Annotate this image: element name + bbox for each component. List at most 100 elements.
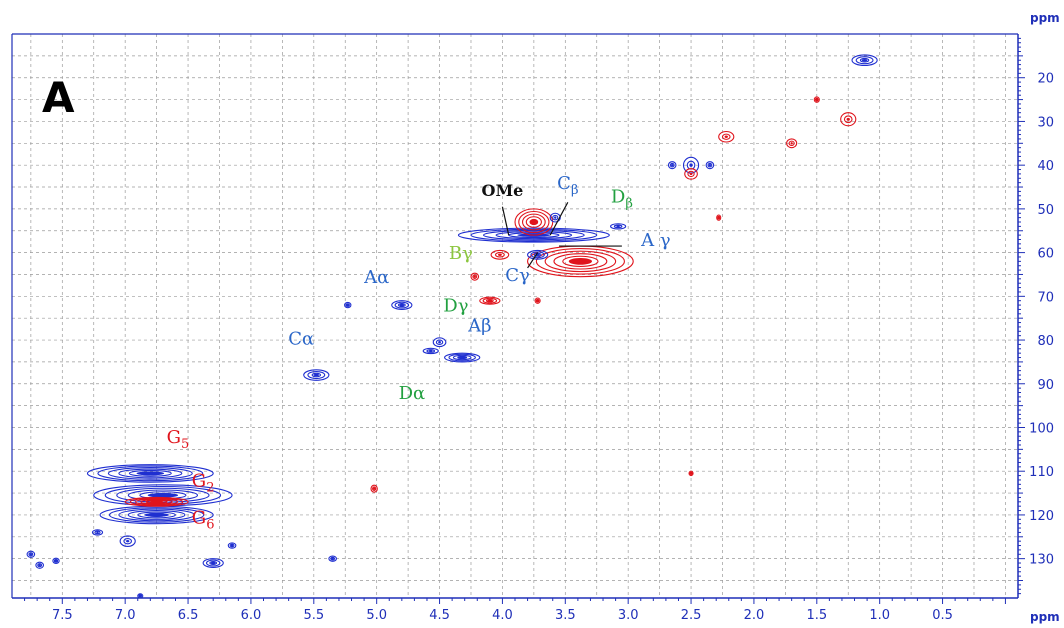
grid-lines (12, 34, 1018, 598)
peak-core (38, 564, 41, 567)
peak-negative (344, 301, 352, 309)
peak-positive (718, 130, 735, 143)
peak-core (529, 219, 539, 225)
peak-contour (518, 210, 550, 234)
peak-contour (432, 337, 447, 348)
peak-contour (426, 349, 436, 353)
peak-contour (786, 138, 798, 149)
peak-negative (432, 337, 447, 348)
peak-core (210, 561, 216, 565)
peak-core (54, 559, 58, 563)
peak-core (96, 531, 99, 534)
peak-core (724, 135, 728, 138)
peak-negative (391, 300, 413, 310)
peak-contour (562, 255, 599, 267)
x-axis-unit: ppm (1030, 610, 1060, 624)
peak-negative (303, 369, 330, 381)
peak-positive (684, 168, 698, 180)
peak-contour (688, 470, 694, 477)
peak-contour (370, 484, 378, 493)
peak-negative (119, 535, 136, 547)
peak-negative (527, 249, 549, 260)
x-tick-label: 7.0 (115, 608, 136, 623)
peak-core (438, 341, 441, 344)
annotation-label: Dγ (443, 296, 468, 317)
peak-contour (52, 557, 60, 565)
peak-contour (53, 558, 59, 563)
peak-contour (669, 162, 675, 168)
peak-contour (490, 249, 510, 260)
x-tick-label: 4.5 (429, 608, 450, 623)
peak-contour (553, 253, 608, 270)
x-tick-label: 1.5 (806, 608, 827, 623)
peak-contour (840, 112, 857, 127)
annotation-label: G6 (192, 508, 215, 533)
peak-negative (26, 550, 36, 558)
peak-core (139, 594, 142, 598)
peak-positive (688, 470, 694, 477)
peak-negative (227, 542, 237, 549)
peak-contour (472, 274, 478, 279)
peak-contour (91, 529, 104, 536)
peak-positive (716, 214, 722, 221)
annotation-label: Aα (363, 267, 389, 288)
peak-contour (345, 303, 350, 307)
peak-contour (118, 508, 195, 522)
annotation-leader-line (527, 252, 539, 269)
peak-core (708, 163, 712, 167)
peak-core (846, 117, 850, 121)
peak-contour (137, 511, 177, 519)
peak-contour (444, 352, 481, 363)
peak-contour (118, 468, 183, 479)
x-tick-label: 1.0 (869, 608, 890, 623)
peak-contour (94, 530, 101, 535)
peak-contour (35, 561, 44, 569)
peak-core (144, 513, 170, 517)
peak-negative (202, 558, 224, 568)
peak-positive (813, 96, 820, 103)
peak-contour (667, 161, 677, 170)
peak-contour (535, 298, 540, 303)
peak-core (689, 472, 693, 475)
peak-contour (97, 465, 204, 482)
peak-core (497, 253, 502, 256)
peak-contour (26, 550, 36, 558)
annotation-label: A γ (640, 230, 670, 251)
y-tick-label: 30 (1037, 115, 1054, 130)
peak-contour (202, 558, 224, 568)
peak-core (149, 500, 164, 504)
peak-contour (344, 301, 352, 309)
y-tick-label: 90 (1037, 378, 1054, 393)
correlation-peaks (26, 54, 878, 599)
peak-contour (391, 300, 413, 310)
peak-contour (855, 56, 874, 65)
peak-core (29, 553, 33, 556)
peak-contour (107, 467, 193, 480)
peak-contour (124, 496, 189, 507)
peak-contour (108, 507, 205, 523)
peak-contour (372, 486, 377, 491)
peak-contour (530, 251, 545, 259)
x-tick-label: 0.5 (932, 608, 953, 623)
annotation-label: OMe (482, 181, 524, 200)
peak-core (458, 356, 467, 359)
y-tick-label: 130 (1029, 553, 1054, 568)
x-tick-label: 2.0 (744, 608, 765, 623)
peak-negative (137, 593, 144, 599)
peak-contour (422, 347, 439, 355)
peak-contour (127, 510, 186, 520)
peak-contour (788, 140, 795, 147)
axes: 7.5 7.0 6.5 6.0 5.5 5.0 4.5 4.0 3.5 3.0 2.5 2.0 1.5 1… (11, 33, 1054, 623)
peak-contour (328, 555, 337, 562)
peak-core (670, 163, 674, 167)
peak-positive (534, 297, 541, 304)
peak-contour (227, 542, 237, 549)
annotation-leader-line (549, 202, 569, 236)
peak-contour (123, 537, 133, 545)
y-tick-label: 120 (1029, 509, 1054, 524)
peak-core (861, 59, 868, 62)
y-tick-label: 60 (1037, 247, 1054, 262)
peak-core (372, 487, 376, 490)
peak-positive (124, 496, 189, 507)
peak-contour (527, 249, 549, 260)
